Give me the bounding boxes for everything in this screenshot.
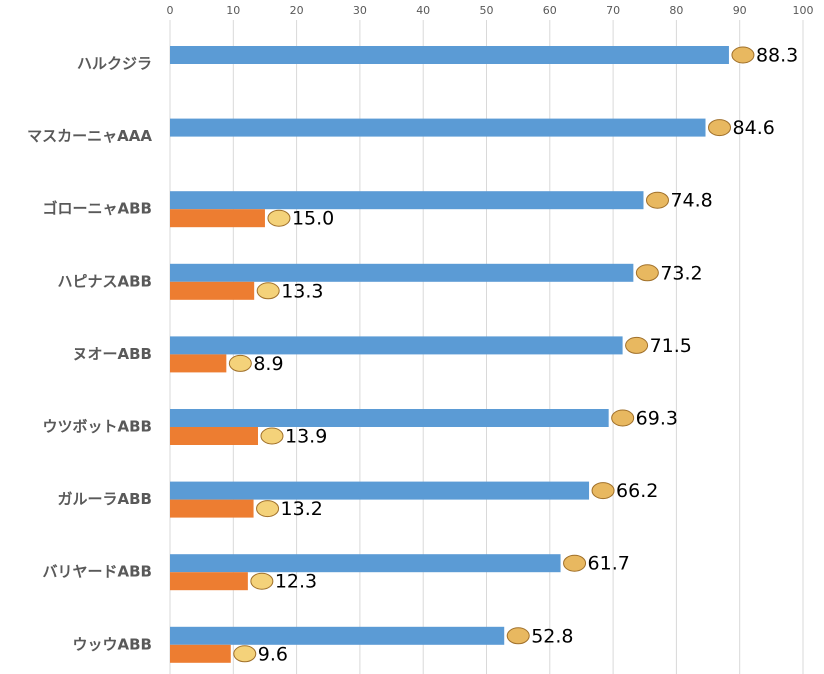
icon: [233, 645, 257, 663]
icon: [635, 264, 659, 282]
value-label: 61.7: [588, 553, 630, 575]
bar: [170, 263, 634, 282]
bar: [170, 626, 505, 645]
bar: [170, 644, 231, 663]
x-tick-label: 90: [733, 4, 747, 17]
x-tick-label: 50: [480, 4, 494, 17]
y-tick-label: ハルクジラ: [77, 55, 152, 73]
x-tick-label: 60: [543, 4, 557, 17]
value-label: 74.8: [670, 190, 712, 212]
icon: [645, 191, 669, 209]
bar: [170, 354, 227, 373]
value-label: 13.3: [281, 280, 323, 302]
y-tick-label: ウツボットABB: [43, 418, 152, 436]
x-tick-label: 10: [226, 4, 240, 17]
y-tick-label: ヌオーABB: [73, 345, 152, 363]
x-tick-label: 30: [353, 4, 367, 17]
icon: [708, 119, 732, 137]
icon: [625, 336, 649, 354]
y-tick-label: バリヤードABB: [43, 563, 152, 581]
value-label: 69.3: [636, 408, 678, 430]
icon: [506, 627, 530, 645]
bar: [170, 46, 729, 64]
bar: [170, 554, 561, 573]
bar: [170, 499, 254, 518]
y-tick-label: ガルーラABB: [58, 490, 152, 508]
value-label: 71.5: [650, 335, 692, 357]
value-label: 52.8: [531, 625, 573, 647]
icon: [260, 427, 284, 445]
value-label: 13.9: [285, 426, 327, 448]
bar: [170, 336, 623, 355]
value-label: 73.2: [660, 262, 702, 284]
x-tick-label: 100: [793, 4, 814, 17]
icon: [563, 554, 587, 572]
y-tick-label: マスカーニャAAA: [27, 127, 152, 145]
value-label: 15.0: [292, 208, 334, 230]
value-label: 13.2: [281, 498, 323, 520]
bar: [170, 481, 590, 500]
y-tick-label: ゴローニャABB: [43, 200, 152, 218]
value-label: 84.6: [733, 117, 775, 139]
icon: [267, 209, 291, 227]
bar: [170, 409, 609, 427]
bar: [170, 427, 258, 445]
icon: [611, 409, 635, 427]
value-label: 8.9: [253, 353, 283, 375]
icon: [250, 572, 274, 590]
icon: [256, 500, 280, 518]
bar: [170, 191, 644, 210]
icon: [731, 46, 755, 64]
bar: [170, 118, 706, 137]
x-tick-label: 20: [290, 4, 304, 17]
icon: [256, 282, 280, 300]
bar: [170, 209, 265, 228]
icon: [591, 482, 615, 500]
x-tick-label: 40: [416, 4, 430, 17]
x-tick-label: 70: [606, 4, 620, 17]
x-tick-label: 0: [167, 4, 174, 17]
x-tick-label: 80: [669, 4, 683, 17]
bar: [170, 572, 248, 591]
value-label: 12.3: [275, 571, 317, 593]
bar: [170, 281, 255, 300]
y-tick-label: ハピナスABB: [58, 272, 152, 290]
icon: [228, 354, 252, 372]
value-label: 66.2: [616, 480, 658, 502]
value-label: 9.6: [258, 643, 288, 665]
y-tick-label: ウッウABB: [73, 635, 152, 653]
value-label: 88.3: [756, 45, 798, 67]
